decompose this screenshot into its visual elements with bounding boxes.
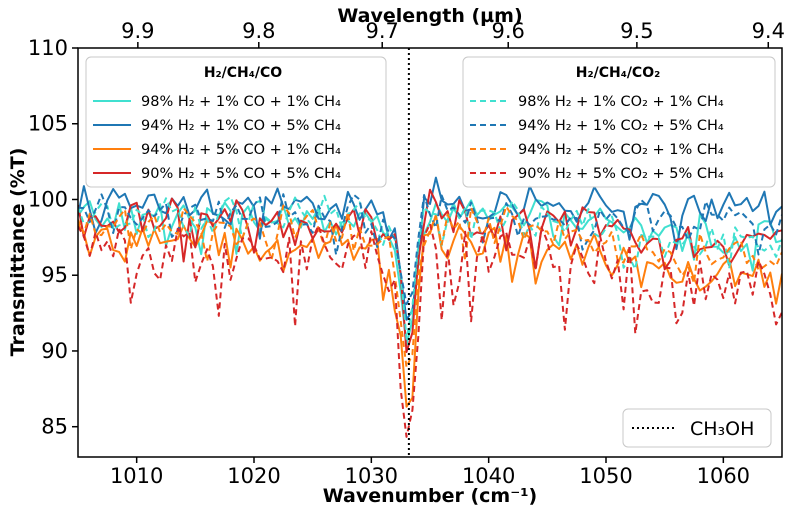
legend-right-box xyxy=(462,56,776,188)
series-layer xyxy=(78,176,782,438)
legend-label: 98% H₂ + 1% CO₂ + 1% CH₄ xyxy=(518,94,724,110)
legend-right-title: H₂/CH₄/CO₂ xyxy=(576,65,661,81)
x-tick-label: 1050 xyxy=(579,464,632,488)
legend-right: 98% H₂ + 1% CO₂ + 1% CH₄ 94% H₂ + 1% CO₂ … xyxy=(470,94,724,182)
legend-label: 90% H₂ + 5% CO + 5% CH₄ xyxy=(141,166,341,182)
y-tick-label: 85 xyxy=(41,415,68,439)
top-tick-label: 9.9 xyxy=(121,19,154,43)
legend-left: 98% H₂ + 1% CO + 1% CH₄ 94% H₂ + 1% CO + … xyxy=(93,94,341,182)
legend-label: 94% H₂ + 1% CO + 5% CH₄ xyxy=(141,118,341,134)
ticks-layer: 1010 1020 1030 1040 1050 1060 85 90 95 100 105 110 9… xyxy=(28,19,785,488)
y-tick-label: 110 xyxy=(28,36,68,60)
legend-ch3oh-box xyxy=(622,408,772,448)
top-axis-title: Wavelength (µm) xyxy=(337,5,522,27)
series-line-3 xyxy=(78,188,782,353)
legend-label: 90% H₂ + 5% CO₂ + 5% CH₄ xyxy=(518,166,724,182)
legend-label: 94% H₂ + 5% CO + 1% CH₄ xyxy=(141,142,341,158)
legend-label: 94% H₂ + 5% CO₂ + 1% CH₄ xyxy=(518,142,724,158)
x-tick-label: 1040 xyxy=(462,464,515,488)
y-tick-label: 100 xyxy=(28,187,68,211)
series-line-4 xyxy=(78,194,782,340)
top-tick-label: 9.5 xyxy=(620,19,653,43)
y-axis-title: Transmittance (%T) xyxy=(7,148,29,357)
top-tick-label: 9.6 xyxy=(492,19,525,43)
x-tick-label: 1010 xyxy=(110,464,163,488)
top-tick-label: 9.8 xyxy=(242,19,275,43)
legend-left-title: H₂/CH₄/CO xyxy=(204,65,282,81)
x-tick-label: 1030 xyxy=(345,464,398,488)
y-tick-label: 105 xyxy=(28,112,68,136)
series-line-7 xyxy=(78,222,782,438)
legend-label: 98% H₂ + 1% CO + 1% CH₄ xyxy=(141,94,341,110)
legend-label: 94% H₂ + 1% CO₂ + 5% CH₄ xyxy=(518,118,724,134)
legend-ch3oh-label: CH₃OH xyxy=(690,418,754,440)
top-tick-label: 9.7 xyxy=(366,19,399,43)
x-tick-label: 1020 xyxy=(227,464,280,488)
series-line-1 xyxy=(78,176,782,321)
x-axis-title: Wavenumber (cm⁻¹) xyxy=(323,485,537,507)
series-line-0 xyxy=(78,199,782,346)
legend-left-box xyxy=(85,56,387,188)
plot-frame xyxy=(77,47,783,458)
x-tick-label: 1060 xyxy=(697,464,750,488)
y-tick-label: 95 xyxy=(41,263,68,287)
top-tick-label: 9.4 xyxy=(752,19,785,43)
y-tick-label: 90 xyxy=(41,339,68,363)
series-line-5 xyxy=(78,193,782,306)
